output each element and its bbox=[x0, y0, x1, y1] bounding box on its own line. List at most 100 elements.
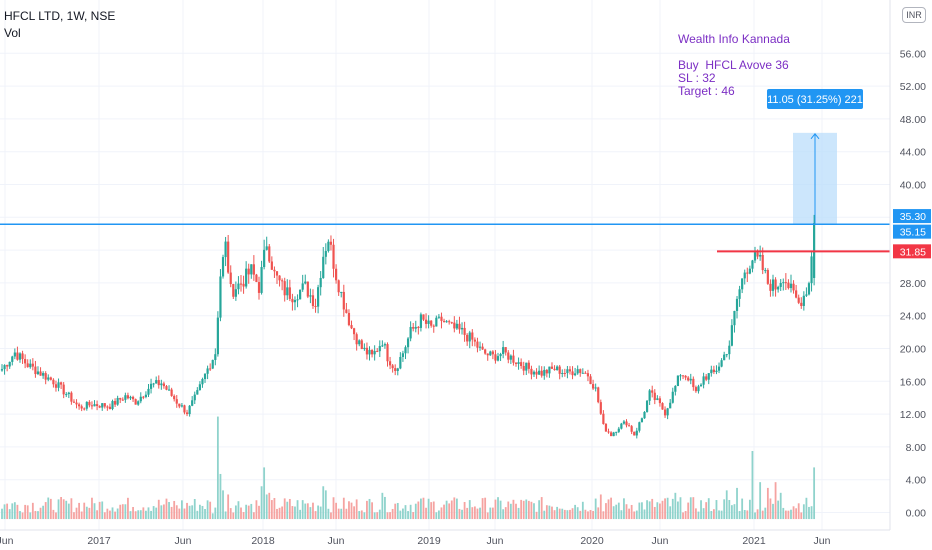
price-tick-label: 52.00 bbox=[900, 81, 926, 93]
candle-body bbox=[630, 426, 633, 432]
volume-bar bbox=[42, 505, 45, 520]
volume-bar bbox=[204, 508, 206, 520]
volume-bar bbox=[651, 498, 654, 520]
volume-bar bbox=[623, 498, 625, 520]
volume-bar bbox=[337, 508, 340, 520]
candle-body bbox=[399, 356, 402, 369]
target-label-box bbox=[767, 89, 863, 109]
volume-bar bbox=[216, 416, 219, 520]
volume-bar bbox=[607, 499, 610, 520]
volume-bar bbox=[805, 497, 808, 520]
candle-body bbox=[324, 251, 327, 257]
volume-bar bbox=[348, 501, 350, 520]
currency-badge[interactable]: INR bbox=[902, 7, 926, 23]
candle-body bbox=[599, 402, 602, 414]
candle-body bbox=[221, 257, 225, 277]
candle-body bbox=[6, 365, 9, 367]
volume-bar bbox=[322, 486, 325, 520]
volume-bar bbox=[620, 510, 623, 520]
candle-body bbox=[710, 369, 713, 374]
candle-body bbox=[532, 371, 536, 375]
volume-bar bbox=[725, 490, 728, 520]
candle-body bbox=[748, 268, 751, 274]
candle-body bbox=[209, 368, 212, 370]
volume-bar bbox=[353, 506, 355, 520]
volume-bar bbox=[738, 511, 741, 520]
candle-body bbox=[381, 345, 384, 347]
volume-bar bbox=[101, 501, 104, 520]
volume-bar bbox=[545, 505, 548, 520]
candle-body bbox=[715, 370, 718, 373]
volume-bar bbox=[114, 511, 116, 520]
candle-body bbox=[21, 353, 24, 360]
volume-bar bbox=[121, 504, 124, 520]
volume-bar bbox=[98, 501, 101, 520]
candle-body bbox=[427, 320, 430, 324]
candle-body bbox=[805, 294, 808, 296]
candle-body bbox=[11, 356, 14, 362]
candle-body bbox=[558, 366, 561, 374]
volume-bar bbox=[638, 502, 641, 520]
price-tick-label: 16.00 bbox=[900, 376, 926, 388]
candle-body bbox=[98, 406, 101, 408]
candle-body bbox=[764, 270, 767, 272]
time-tick-label: Jun bbox=[652, 535, 669, 547]
resistance-price-label-bg bbox=[893, 224, 931, 239]
candle-body bbox=[275, 271, 279, 276]
candle-body bbox=[795, 290, 798, 298]
candle-body bbox=[62, 384, 65, 395]
volume-bar bbox=[466, 507, 469, 520]
candle-body bbox=[730, 325, 733, 346]
volume-bar bbox=[386, 512, 389, 520]
candle-body bbox=[13, 352, 16, 357]
candle-body bbox=[306, 281, 309, 297]
volume-bar bbox=[574, 504, 577, 520]
volume-bar bbox=[643, 509, 646, 520]
candle-body bbox=[278, 275, 281, 281]
volume-bar bbox=[242, 512, 245, 520]
volume-bar bbox=[150, 510, 152, 520]
volume-bar bbox=[718, 510, 720, 520]
volume-bar bbox=[736, 487, 738, 520]
volume-bar bbox=[206, 500, 209, 520]
candle-body bbox=[597, 387, 600, 403]
volume-bar bbox=[756, 509, 759, 520]
time-tick-label: Jun bbox=[328, 535, 345, 547]
time-axis[interactable]: Jun 2017 Jun 2018 Jun 2019 Jun 2020 Jun 2021 Jun bbox=[0, 529, 890, 547]
candle-body bbox=[49, 377, 52, 380]
candle-body bbox=[548, 366, 551, 374]
candle-body bbox=[810, 256, 813, 284]
candle-body bbox=[242, 283, 245, 287]
time-tick-label: Jun bbox=[814, 535, 831, 547]
candle-body bbox=[507, 352, 510, 360]
candle-body bbox=[435, 317, 438, 327]
volume-bar bbox=[173, 500, 176, 520]
annotation-target: Target : 46 bbox=[678, 84, 735, 98]
candle-body bbox=[491, 351, 494, 355]
candle-body bbox=[149, 383, 153, 389]
time-tick-label: 2017 bbox=[87, 535, 111, 547]
volume-bar bbox=[558, 508, 561, 520]
volume-bar bbox=[376, 512, 379, 520]
volume-bar bbox=[445, 500, 448, 520]
volume-bar bbox=[155, 507, 158, 520]
candle-body bbox=[131, 396, 135, 400]
price-axis[interactable]: 56.0052.0048.0044.0040.0036.0032.0028.00… bbox=[889, 0, 931, 530]
volume-bar bbox=[350, 502, 353, 520]
candle-body bbox=[502, 347, 505, 354]
volume-bar bbox=[656, 502, 659, 520]
volume-bar bbox=[802, 504, 805, 520]
volume-bar bbox=[342, 497, 345, 520]
stop-loss-price-label-bg bbox=[893, 244, 931, 259]
volume-bar bbox=[160, 505, 163, 520]
volume-bar bbox=[116, 508, 119, 520]
volume-bar bbox=[19, 511, 21, 520]
volume-bar bbox=[548, 505, 551, 520]
volume-bar bbox=[484, 497, 487, 520]
volume-bar bbox=[597, 507, 600, 520]
candle-body bbox=[332, 244, 335, 269]
candle-body bbox=[586, 373, 590, 377]
candle-body bbox=[78, 404, 81, 407]
time-tick-label: Jun bbox=[487, 535, 504, 547]
